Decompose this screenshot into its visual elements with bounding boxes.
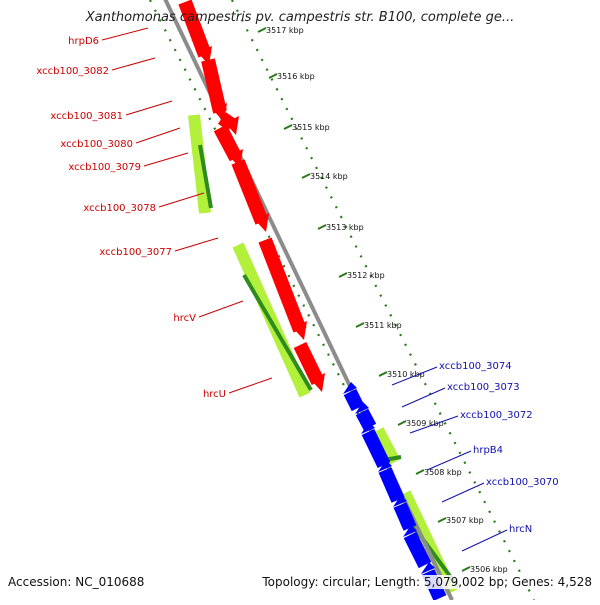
scale-tick [317, 224, 327, 230]
reverse-gene [258, 237, 307, 333]
scale-tick [257, 27, 267, 33]
gene-label-connector [174, 237, 219, 252]
forward-gene [343, 388, 365, 412]
scale-tick-label: 3509 kbp [406, 419, 444, 428]
scale-tick [397, 420, 407, 426]
scale-tick-label: 3507 kbp [446, 516, 484, 525]
forward-gene-arrowhead [355, 402, 369, 414]
gene-label-connector [198, 300, 244, 318]
scale-tick-label: 3506 kbp [470, 565, 508, 574]
forward-gene-arrowhead [393, 495, 407, 507]
accession-text: Accession: NC_010688 [8, 575, 145, 589]
gene-label-connector [391, 366, 438, 386]
forward-gene [361, 428, 391, 469]
gene-label-right: hrcN [509, 524, 532, 535]
topology-text: Topology: circular [262, 575, 367, 589]
gene-label-right: xccb100_3073 [447, 382, 520, 393]
reverse-gene-arrowhead [255, 213, 269, 232]
guide-dotted-line [231, 0, 535, 601]
length-text: Length: 5,079,002 bp [367, 575, 504, 589]
gene-label-left: xccb100_3077 [99, 247, 172, 258]
scale-tick-label: 3512 kbp [347, 271, 385, 280]
gene-label-connector [135, 127, 181, 144]
gene-label-right: xccb100_3070 [486, 477, 559, 488]
forward-gene-arrowhead [361, 422, 375, 434]
summary-text: Topology: circularLength: 5,079,002 bpGe… [262, 575, 592, 589]
scale-tick-label: 3513 kbp [326, 223, 364, 232]
gene-label-left: hrpD6 [68, 36, 99, 47]
orf-segment-shade [242, 273, 313, 392]
gene-label-connector [401, 387, 446, 408]
scale-tick-label: 3508 kbp [424, 468, 462, 477]
gene-label-left: xccb100_3080 [60, 139, 133, 150]
scale-tick [283, 124, 293, 130]
gene-label-connector [143, 152, 189, 167]
gene-label-connector [409, 415, 459, 434]
scale-tick-label: 3515 kbp [292, 123, 330, 132]
scale-tick [437, 517, 447, 523]
forward-gene-arrowhead [403, 525, 417, 537]
gene-label-connector [441, 482, 485, 503]
scale-tick [268, 73, 278, 79]
forward-gene [403, 531, 432, 569]
map-title: Xanthomonas campestris pv. campestris st… [85, 10, 515, 25]
reverse-gene [231, 159, 269, 225]
reverse-gene [178, 0, 212, 58]
scale-tick [378, 371, 388, 377]
forward-gene-arrowhead [378, 460, 392, 472]
forward-gene-arrowhead [421, 562, 435, 574]
gene-label-connector [101, 27, 149, 41]
scale-tick [301, 173, 311, 179]
gene-label-left: hrcV [173, 313, 196, 324]
orf-segment-shade [198, 144, 213, 209]
gene-label-connector [461, 529, 508, 552]
gene-label-connector [158, 192, 205, 208]
gene-label-right: xccb100_3072 [460, 410, 533, 421]
gene-label-connector [426, 450, 472, 471]
reverse-gene [213, 124, 243, 162]
genes-count-text: Genes: 4,528 [504, 575, 592, 589]
orf-segment [188, 114, 211, 214]
scale-tick [338, 272, 348, 278]
forward-gene-arrowhead [343, 382, 357, 394]
scale-tick-label: 3511 kbp [364, 321, 402, 330]
gene-label-connector [228, 377, 273, 394]
guide-dotted-line [149, 0, 453, 601]
reverse-gene [201, 58, 227, 114]
gene-label-left: xccb100_3081 [50, 111, 123, 122]
gene-label-right: hrpB4 [473, 445, 503, 456]
scale-tick-label: 3516 kbp [277, 72, 315, 81]
scale-tick-label: 3514 kbp [310, 172, 348, 181]
reverse-gene-arrowhead [225, 116, 239, 135]
gene-label-right: xccb100_3074 [439, 361, 512, 372]
gene-label-left: xccb100_3079 [68, 162, 141, 173]
forward-gene [378, 467, 405, 503]
reverse-gene-arrowhead [311, 373, 325, 392]
forward-gene [393, 502, 417, 531]
reverse-gene [293, 341, 325, 386]
gene-label-left: hrcU [203, 389, 226, 400]
gene-label-left: xccb100_3082 [36, 66, 109, 77]
gene-label-left: xccb100_3078 [83, 203, 156, 214]
gene-label-connector [125, 100, 173, 116]
scale-tick-label: 3517 kbp [266, 26, 304, 35]
scale-tick [355, 322, 365, 328]
gene-label-connector [111, 57, 156, 71]
scale-tick [415, 469, 425, 475]
scale-tick [461, 566, 471, 572]
scale-tick-label: 3510 kbp [387, 370, 425, 379]
reverse-gene-arrowhead [293, 321, 307, 340]
